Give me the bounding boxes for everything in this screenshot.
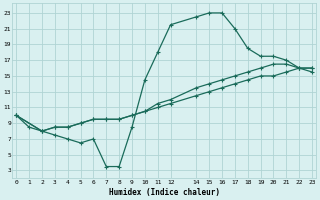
- X-axis label: Humidex (Indice chaleur): Humidex (Indice chaleur): [109, 188, 220, 197]
